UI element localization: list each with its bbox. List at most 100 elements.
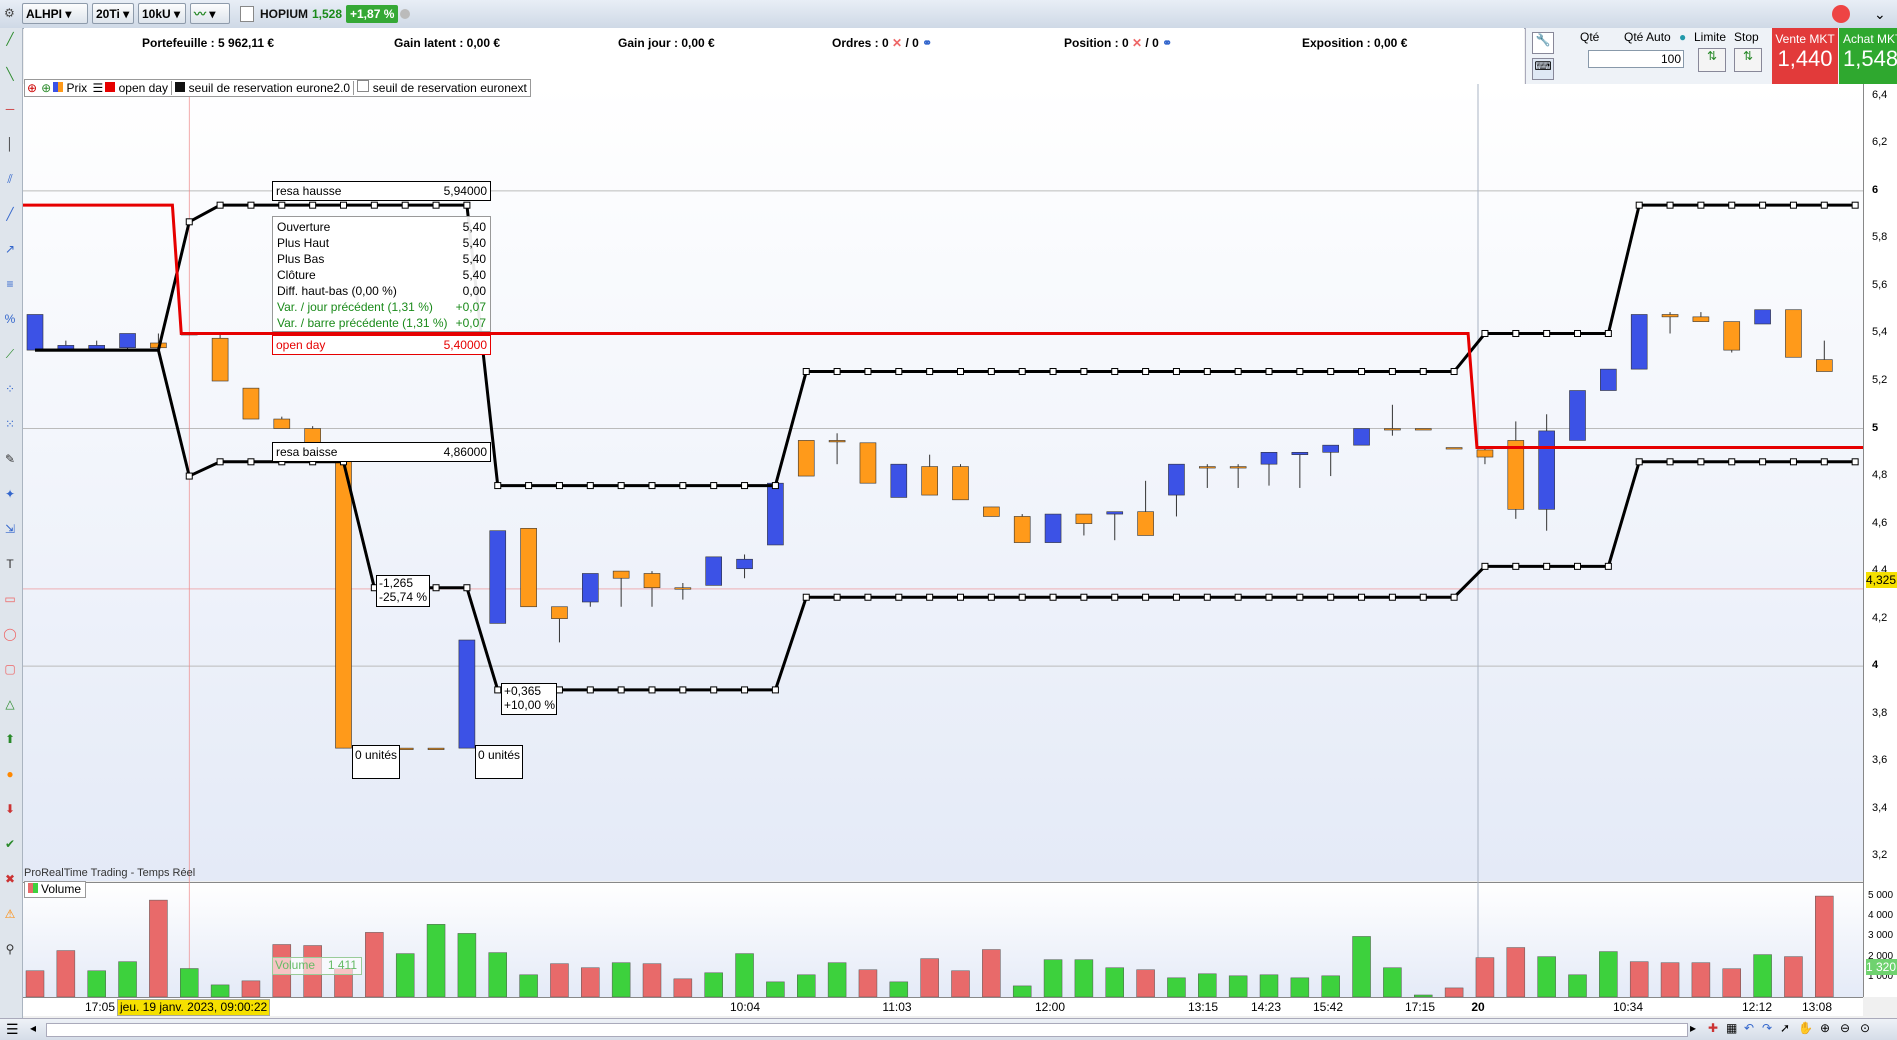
- price-swatch-icon: [53, 82, 64, 92]
- time-axis[interactable]: 17:05 10:04 11:03 12:00 13:15 14:23 15:42 17:15…: [23, 997, 1863, 1016]
- sell-market-button[interactable]: Vente MKT 1,440: [1772, 28, 1838, 84]
- alert-icon[interactable]: ⚠: [4, 907, 16, 921]
- price-tick-label: 6,2: [1872, 136, 1888, 149]
- buy-market-button[interactable]: Achat MKT 1,548: [1839, 28, 1897, 84]
- wrench-icon[interactable]: 🔧: [1532, 32, 1554, 54]
- ellipse-icon[interactable]: ◯: [3, 627, 17, 641]
- dots-tool-icon[interactable]: ⁘: [4, 382, 16, 396]
- candle-body: [1075, 513, 1093, 524]
- arrow-tool-icon[interactable]: ↗: [4, 242, 16, 256]
- pin-icon[interactable]: ✚: [1708, 1021, 1719, 1035]
- zoom-in-icon[interactable]: ⊕: [1820, 1021, 1831, 1035]
- scroll-right-icon[interactable]: ▸: [1690, 1021, 1697, 1035]
- position-total: / 0: [1145, 36, 1159, 50]
- volume-chart-area[interactable]: [23, 882, 1863, 998]
- legend-resa-euronext[interactable]: seuil de reservation euronext: [372, 81, 527, 95]
- arrow-down-icon[interactable]: ⬇: [4, 802, 16, 816]
- threshold-marker: [679, 482, 687, 490]
- qty-input[interactable]: [1588, 50, 1684, 68]
- trend-tool-icon[interactable]: ⟋: [5, 347, 15, 361]
- stop-order-button[interactable]: ⇅: [1734, 48, 1762, 72]
- orders-alert-icon: ✕: [892, 36, 903, 50]
- position-count[interactable]: Position : 0 ✕ / 0 ⚭: [1064, 36, 1172, 50]
- candle-body: [674, 587, 692, 590]
- legend-resa-euro2[interactable]: seuil de reservation eurone2.0: [188, 81, 355, 95]
- menu-chevron-icon[interactable]: ⌄: [1874, 6, 1886, 22]
- channel-tool-icon[interactable]: ⫽: [7, 172, 13, 186]
- qty-auto-label[interactable]: Qté Auto: [1624, 30, 1671, 44]
- threshold-marker: [987, 593, 995, 601]
- cursor-icon[interactable]: ➚: [1780, 1021, 1791, 1035]
- zoom-out-icon[interactable]: ⊖: [1840, 1021, 1851, 1035]
- threshold-marker: [679, 686, 687, 694]
- timeframe-selector[interactable]: 20Ti ▾: [92, 3, 134, 24]
- symbol-selector[interactable]: ALHPI ▾: [22, 3, 88, 24]
- vertical-line-icon[interactable]: │: [6, 137, 14, 151]
- keyboard-icon[interactable]: ⌨: [1532, 58, 1554, 80]
- volume-swatch-icon: [28, 883, 38, 893]
- marker-icon[interactable]: ●: [6, 767, 14, 781]
- scroll-left-icon[interactable]: ◂: [30, 1021, 37, 1035]
- chart-type-selector[interactable]: 〰 ▾: [190, 3, 230, 24]
- horizontal-line-icon[interactable]: ─: [5, 102, 15, 116]
- triangle-icon[interactable]: △: [5, 697, 15, 711]
- percent-tool-icon[interactable]: %: [4, 312, 16, 326]
- menu-icon[interactable]: ☰: [6, 1021, 19, 1037]
- window-controls-icon[interactable]: [1832, 5, 1850, 23]
- zoom-fit-icon[interactable]: ⊙: [1860, 1021, 1871, 1035]
- redo-icon[interactable]: ↷: [1762, 1021, 1773, 1035]
- threshold-marker: [1358, 368, 1366, 376]
- volume-bar: [1136, 969, 1155, 998]
- pin-icon[interactable]: ⚲: [5, 942, 15, 956]
- volume-bar: [704, 972, 723, 998]
- settings-icon[interactable]: ⚙: [4, 6, 15, 20]
- units-label-right: 0 unités: [475, 745, 523, 779]
- volume-tick-label: 2 000: [1868, 950, 1894, 962]
- ray-tool-icon[interactable]: ╲: [6, 67, 14, 81]
- legend-open-day[interactable]: open day: [118, 81, 172, 95]
- volume-bar: [920, 958, 939, 998]
- bottom-bar: ☰ ◂ ▸ ✚ ▦ ↶ ↷ ➚ ✋ ⊕ ⊖ ⊙: [0, 1018, 1897, 1040]
- hand-icon[interactable]: ✋: [1798, 1021, 1813, 1035]
- rectangle-icon[interactable]: ▢: [4, 662, 16, 676]
- price-tick-label: 4: [1872, 659, 1879, 672]
- price-axis[interactable]: 6,4 6,2 6 5,8 5,6 5,4 5,2 5 4,8 4,6 4,4 4,2 4 3,8 3,6 3…: [1863, 84, 1897, 997]
- star-tool-icon[interactable]: ✦: [4, 487, 16, 501]
- arrow-up-icon[interactable]: ⬆: [4, 732, 16, 746]
- fibonacci-icon[interactable]: ≡: [6, 277, 14, 291]
- candle-body: [1322, 444, 1339, 453]
- candle-body: [1692, 316, 1710, 322]
- volume-bar: [1506, 947, 1526, 998]
- pencil-icon[interactable]: ✎: [4, 452, 16, 466]
- orders-count[interactable]: Ordres : 0 ✕ / 0 ⚭: [832, 36, 932, 50]
- grid-icon[interactable]: ▦: [1726, 1021, 1738, 1035]
- add-indicator-icon[interactable]: ⊕: [27, 81, 38, 95]
- legend-price[interactable]: Prix: [66, 81, 88, 95]
- drop-measure-label: -1,265 -25,74 %: [376, 575, 430, 607]
- dots-alt-tool-icon[interactable]: ⁙: [4, 417, 16, 431]
- cross-icon[interactable]: ✖: [4, 872, 16, 886]
- threshold-marker: [1666, 458, 1674, 466]
- candle-body: [1445, 447, 1463, 450]
- volume-panel-title[interactable]: Volume: [41, 882, 82, 896]
- horizontal-scrollbar[interactable]: [46, 1023, 1688, 1037]
- candle-body: [952, 466, 969, 501]
- open-day-label: open day 5,40000: [272, 335, 491, 355]
- list-icon[interactable]: ☰: [92, 81, 104, 95]
- volume-tick-label: 1 000: [1868, 970, 1894, 982]
- units-selector[interactable]: 10kU ▾: [138, 3, 186, 24]
- add-indicator-alt-icon[interactable]: ⊕: [41, 81, 52, 95]
- tooltip-row: Plus Haut 5,40: [277, 235, 486, 251]
- check-icon[interactable]: ✔: [4, 837, 16, 851]
- limit-order-button[interactable]: ⇅: [1698, 48, 1726, 72]
- shape-tool-icon[interactable]: ▭: [4, 592, 16, 606]
- line-tool-icon[interactable]: ╱: [6, 32, 14, 46]
- measure-icon[interactable]: ⇲: [4, 522, 16, 536]
- text-tool-icon[interactable]: T: [6, 557, 14, 571]
- segment-tool-icon[interactable]: ╱: [6, 207, 14, 221]
- tooltip-key: Ouverture: [277, 220, 331, 234]
- candle-body: [1229, 466, 1247, 469]
- undo-icon[interactable]: ↶: [1744, 1021, 1755, 1035]
- buy-label: Achat MKT: [1843, 32, 1897, 46]
